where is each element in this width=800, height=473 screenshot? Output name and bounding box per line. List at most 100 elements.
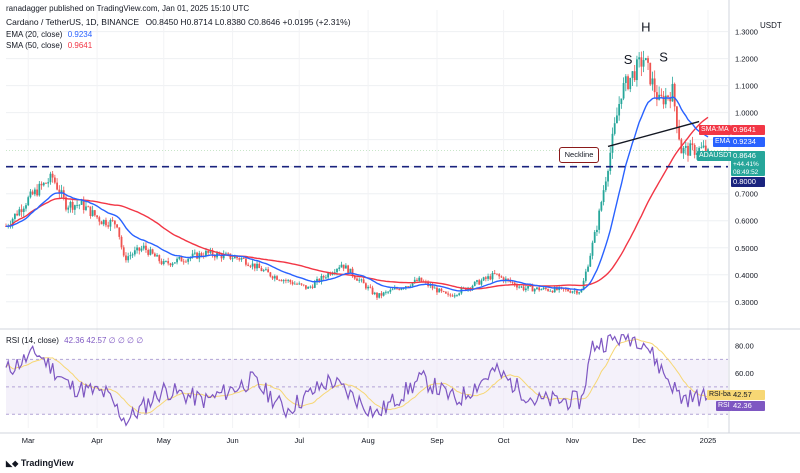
- candle-body: [71, 201, 74, 210]
- symbol-title: Cardano / TetherUS, 1D, BINANCE: [6, 17, 140, 27]
- candle-body: [707, 149, 709, 151]
- candle-body: [176, 258, 178, 263]
- candle-body: [520, 286, 523, 288]
- candle-body: [662, 95, 665, 105]
- candle-body: [636, 59, 638, 81]
- candle-body: [451, 295, 454, 297]
- candle-body: [242, 258, 245, 259]
- candle-body: [507, 278, 509, 280]
- candle-body: [522, 286, 525, 291]
- candle-body: [102, 219, 105, 225]
- candle-body: [496, 273, 498, 275]
- candle-body: [442, 291, 445, 292]
- candle-body: [633, 71, 636, 81]
- candle-body: [571, 291, 574, 293]
- candle-body: [529, 285, 532, 287]
- currency-label: USDT: [760, 21, 782, 30]
- candle-body: [231, 258, 234, 260]
- candle-body: [280, 280, 283, 282]
- candle-body: [327, 273, 330, 278]
- candle-body: [527, 286, 529, 289]
- candle-body: [320, 276, 323, 282]
- candle-body: [371, 287, 374, 295]
- candle-body: [384, 291, 387, 293]
- candle-body: [524, 288, 527, 291]
- candle-body: [178, 257, 181, 259]
- candle-body: [491, 273, 494, 280]
- candle-body: [578, 292, 581, 294]
- candle-body: [318, 278, 321, 282]
- candle-body: [484, 277, 487, 279]
- candles: [5, 50, 709, 301]
- candle-body: [138, 247, 141, 251]
- candle-body: [207, 250, 210, 253]
- candle-body: [544, 287, 547, 290]
- candle-body: [42, 182, 45, 186]
- candle-body: [420, 277, 423, 282]
- candle-body: [140, 248, 143, 251]
- candle-body: [129, 255, 132, 257]
- candle-body: [38, 183, 41, 196]
- candle-body: [113, 220, 116, 225]
- candle-body: [489, 276, 492, 280]
- candle-body: [287, 280, 290, 281]
- candle-body: [493, 273, 496, 274]
- sma-50-line: [5, 116, 709, 290]
- ema-legend-value: 0.9234: [67, 30, 93, 39]
- candle-body: [473, 281, 476, 286]
- rsi-tag-name: RSI: [716, 401, 732, 411]
- candle-body: [25, 205, 27, 209]
- candle-body: [56, 182, 58, 190]
- candle-body: [313, 282, 316, 288]
- candle-body: [602, 190, 605, 203]
- candle-body: [85, 206, 87, 210]
- candle-body: [331, 273, 334, 275]
- candle-body: [487, 276, 489, 279]
- time-tick-label: Sep: [430, 436, 443, 445]
- candle-body: [418, 277, 421, 282]
- candle-body: [196, 252, 198, 259]
- candle-body: [53, 177, 56, 183]
- price-tick-label: 1.0000: [735, 109, 758, 118]
- candle-body: [211, 250, 214, 256]
- candle-body: [289, 280, 292, 283]
- candle-body: [553, 287, 556, 293]
- candle-body: [302, 284, 305, 286]
- candle-body: [620, 98, 623, 105]
- candle-body: [145, 245, 147, 251]
- candle-body: [356, 278, 358, 281]
- rsi-legend-label: RSI (14, close): [6, 336, 59, 345]
- sma-tag-name: SMA:MA: [699, 125, 731, 135]
- candle-body: [687, 145, 689, 156]
- candle-body: [185, 261, 187, 263]
- candle-body: [325, 277, 327, 279]
- candle-body: [205, 250, 207, 257]
- candle-body: [396, 287, 398, 289]
- candle-body: [142, 245, 145, 249]
- candle-body: [336, 268, 338, 273]
- candle-body: [69, 201, 72, 208]
- candle-body: [147, 250, 150, 255]
- candle-body: [613, 123, 616, 134]
- candle-body: [156, 255, 158, 257]
- candle-body: [438, 288, 441, 293]
- candle-body: [338, 267, 341, 269]
- candle-body: [276, 276, 278, 280]
- candle-body: [269, 272, 272, 277]
- candle-body: [22, 208, 25, 212]
- candle-body: [533, 288, 536, 292]
- price-tick-label: 0.5000: [735, 244, 758, 253]
- candle-body: [689, 143, 692, 156]
- candle-body: [240, 258, 243, 260]
- candle-body: [360, 279, 363, 281]
- candle-body: [267, 269, 270, 273]
- candle-body: [291, 282, 294, 285]
- rsi-ma-line: [5, 338, 709, 414]
- candle-body: [471, 285, 474, 289]
- candle-body: [629, 77, 632, 90]
- candle-body: [158, 255, 161, 262]
- candle-body: [151, 249, 154, 254]
- candle-body: [111, 219, 114, 221]
- candle-body: [367, 286, 370, 289]
- rsi-tag-value: 42.36: [731, 401, 765, 411]
